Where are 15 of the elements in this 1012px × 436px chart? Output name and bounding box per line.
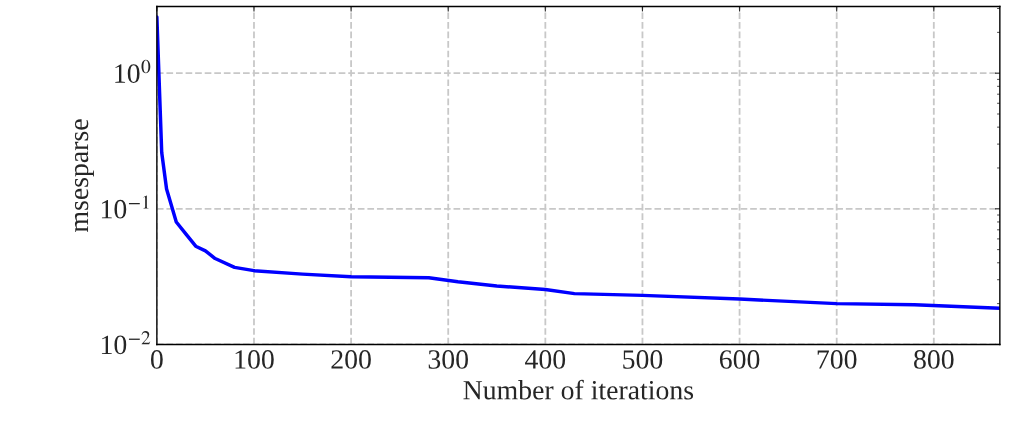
x-tick-label: 500 xyxy=(623,350,663,369)
y-tick-label: 10$^{−1}$ xyxy=(101,195,149,219)
x-tick-label: 300 xyxy=(428,350,468,369)
x-tick-label: 400 xyxy=(525,350,566,369)
y-tick-label: 10$^{0}$ xyxy=(115,59,151,83)
x-tick-label: 800 xyxy=(914,350,954,369)
x-tick-label: 100 xyxy=(235,350,274,369)
x-tick-label: 0 xyxy=(150,350,163,369)
y-axis-title: msesparse xyxy=(74,119,94,232)
y-tick-label: 10$^{−2}$ xyxy=(101,331,151,355)
x-tick-label: 600 xyxy=(719,350,760,369)
line-series xyxy=(156,15,1000,310)
x-axis-title: Number of iterations xyxy=(463,379,694,400)
x-tick-label: 700 xyxy=(817,350,857,369)
x-tick-label: 200 xyxy=(331,350,371,369)
